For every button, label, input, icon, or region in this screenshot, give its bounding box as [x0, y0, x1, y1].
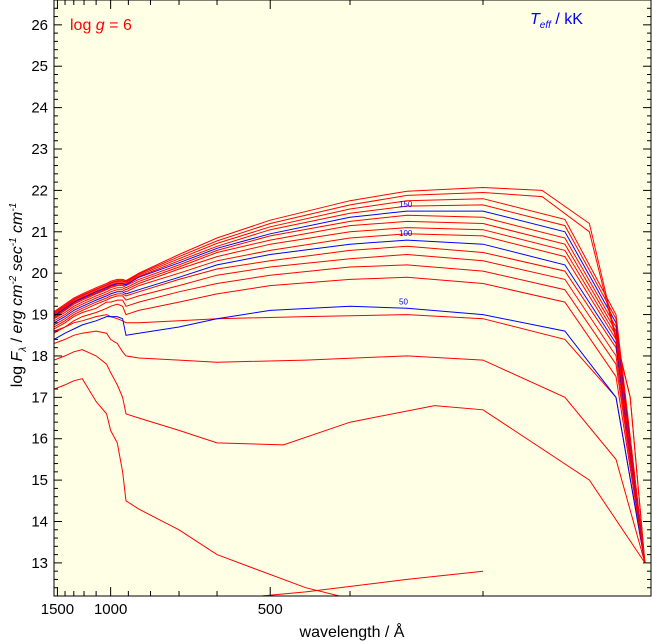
- gravity-annotation: log g = 6: [70, 17, 132, 34]
- y-tick-label: 22: [31, 182, 48, 199]
- x-axis-title: wavelength / Å: [299, 622, 405, 641]
- y-axis-title-unit: /: [9, 333, 26, 346]
- y-tick-label: 15: [31, 472, 48, 489]
- y-tick-label: 25: [31, 58, 48, 75]
- spectrum-curve-130: [54, 220, 646, 563]
- spectrum-curve-140: [54, 214, 646, 563]
- curve-label-100: 100: [399, 229, 413, 238]
- y-tick-label: 19: [31, 307, 48, 324]
- y-tick-label: 23: [31, 141, 48, 158]
- y-axis-title: log Fλ / erg cm-2 sec-1 cm-1: [8, 203, 29, 388]
- x-tick-label: 1500: [41, 601, 74, 618]
- y-tick-label: 13: [31, 555, 48, 572]
- spectrum-curve-70: [54, 264, 646, 563]
- curve-label-50: 50: [399, 297, 408, 306]
- y-tick-label: 16: [31, 431, 48, 448]
- y-axis-title-log: log: [9, 362, 26, 388]
- teff-annotation: Teff / kK: [530, 11, 583, 31]
- y-tick-label: 18: [31, 348, 48, 365]
- plot-background: [54, 0, 651, 596]
- x-tick-label: 1000: [94, 601, 127, 618]
- curve-label-150: 150: [399, 200, 413, 209]
- y-axis: 13 14 15 16 17 18 19 20 21 22 23 24 25 26: [31, 0, 651, 597]
- curve-labels: 50 100 150: [399, 200, 413, 306]
- spectrum-curve-100: [54, 239, 646, 563]
- spectrum-curve-40: [54, 314, 646, 563]
- y-tick-label: 17: [31, 389, 48, 406]
- spectrum-curve-30: [54, 330, 646, 564]
- spectrum-curve-80: [54, 253, 646, 563]
- spectrum-curve-90: [54, 245, 646, 563]
- spectrum-curve-120: [54, 227, 646, 563]
- spectrum-curve-25: [54, 349, 646, 564]
- y-tick-label: 14: [31, 514, 48, 531]
- spectrum-curve-150: [54, 210, 646, 563]
- y-axis-title-lambda: λ: [18, 347, 29, 353]
- spectrum-curve-180: [54, 191, 646, 563]
- spectrum-curve-110: [54, 233, 646, 563]
- y-tick-label: 21: [31, 224, 48, 241]
- spectrum-curve-170: [54, 198, 646, 563]
- x-tick-label: 500: [258, 601, 283, 618]
- y-axis-title-F: F: [9, 351, 26, 362]
- x-axis: 1500 1000 500: [41, 0, 484, 618]
- spectrum-curve-160: [54, 204, 646, 563]
- spectral-curves: [54, 186, 646, 596]
- spectrum-curve-20: [54, 378, 342, 596]
- y-tick-label: 24: [31, 100, 48, 117]
- spectrum-curve-190: [54, 186, 646, 563]
- spectrum-curve-50: [54, 305, 646, 563]
- y-tick-label: 20: [31, 265, 48, 282]
- spectrum-curve-60: [54, 276, 646, 563]
- y-tick-label: 26: [31, 17, 48, 34]
